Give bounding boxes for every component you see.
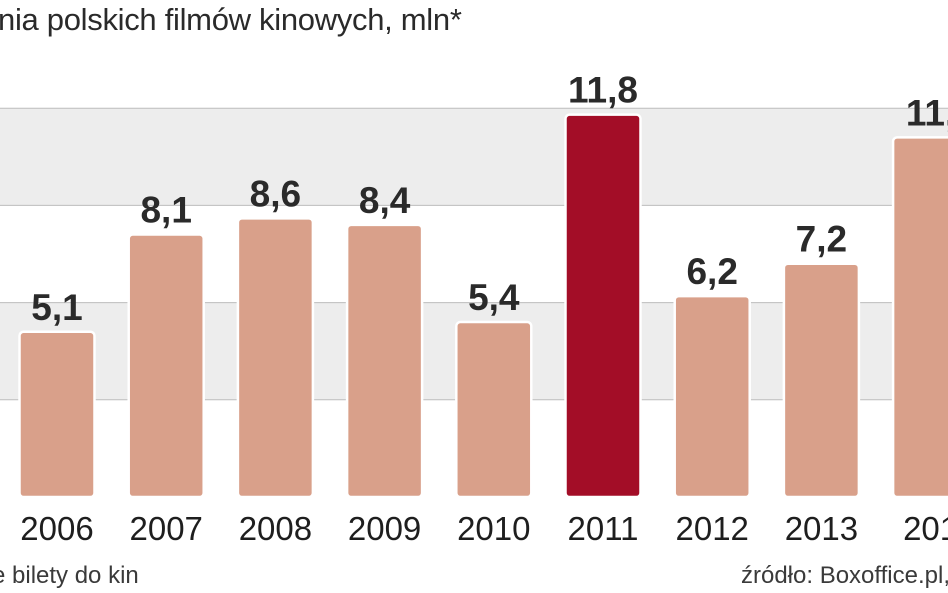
bar-2013 <box>782 262 861 499</box>
chart-source: źródło: Boxoffice.pl, <box>740 562 948 589</box>
grid-band-0 <box>0 108 948 206</box>
value-label-2010: 5,4 <box>468 277 520 318</box>
chart-title: nia polskich filmów kinowych, mln* <box>0 2 462 37</box>
value-label-2012: 6,2 <box>686 251 737 292</box>
tick-label-2010: 2010 <box>457 510 530 547</box>
tick-label-2007: 2007 <box>129 510 202 547</box>
value-label-2009: 8,4 <box>359 180 411 221</box>
value-label-2008: 8,6 <box>250 173 301 214</box>
tick-label-201: 201 <box>903 510 948 547</box>
tick-label-2006: 2006 <box>20 510 93 547</box>
bar-2008 <box>236 217 315 499</box>
bar-2012 <box>673 294 751 499</box>
chart-bars <box>18 113 948 499</box>
chart-footnote: e bilety do kin <box>0 562 139 589</box>
value-label-2011: 11,8 <box>568 70 638 111</box>
value-label-201: 11, <box>906 92 948 133</box>
tick-label-2011: 2011 <box>568 510 639 547</box>
bar-2011 <box>564 113 642 499</box>
bar-2009 <box>345 223 424 499</box>
bar-2006 <box>18 330 96 499</box>
bar-2007 <box>127 233 205 499</box>
tick-label-2009: 2009 <box>348 510 421 547</box>
bar-201 <box>891 136 948 499</box>
tick-label-2008: 2008 <box>239 510 312 547</box>
chart-x-tick-labels: 2006 2007 2008 2009 2010 2011 2012 2013 201 <box>20 510 948 547</box>
tick-label-2012: 2012 <box>675 510 748 547</box>
value-label-2013: 7,2 <box>796 219 847 260</box>
chart-value-labels: 5,1 8,1 8,6 8,4 5,4 11,8 6,2 7,2 11, <box>31 70 948 328</box>
tick-label-2013: 2013 <box>785 510 858 547</box>
value-label-2006: 5,1 <box>31 287 82 328</box>
bar-2010 <box>455 320 533 499</box>
value-label-2007: 8,1 <box>140 190 191 231</box>
